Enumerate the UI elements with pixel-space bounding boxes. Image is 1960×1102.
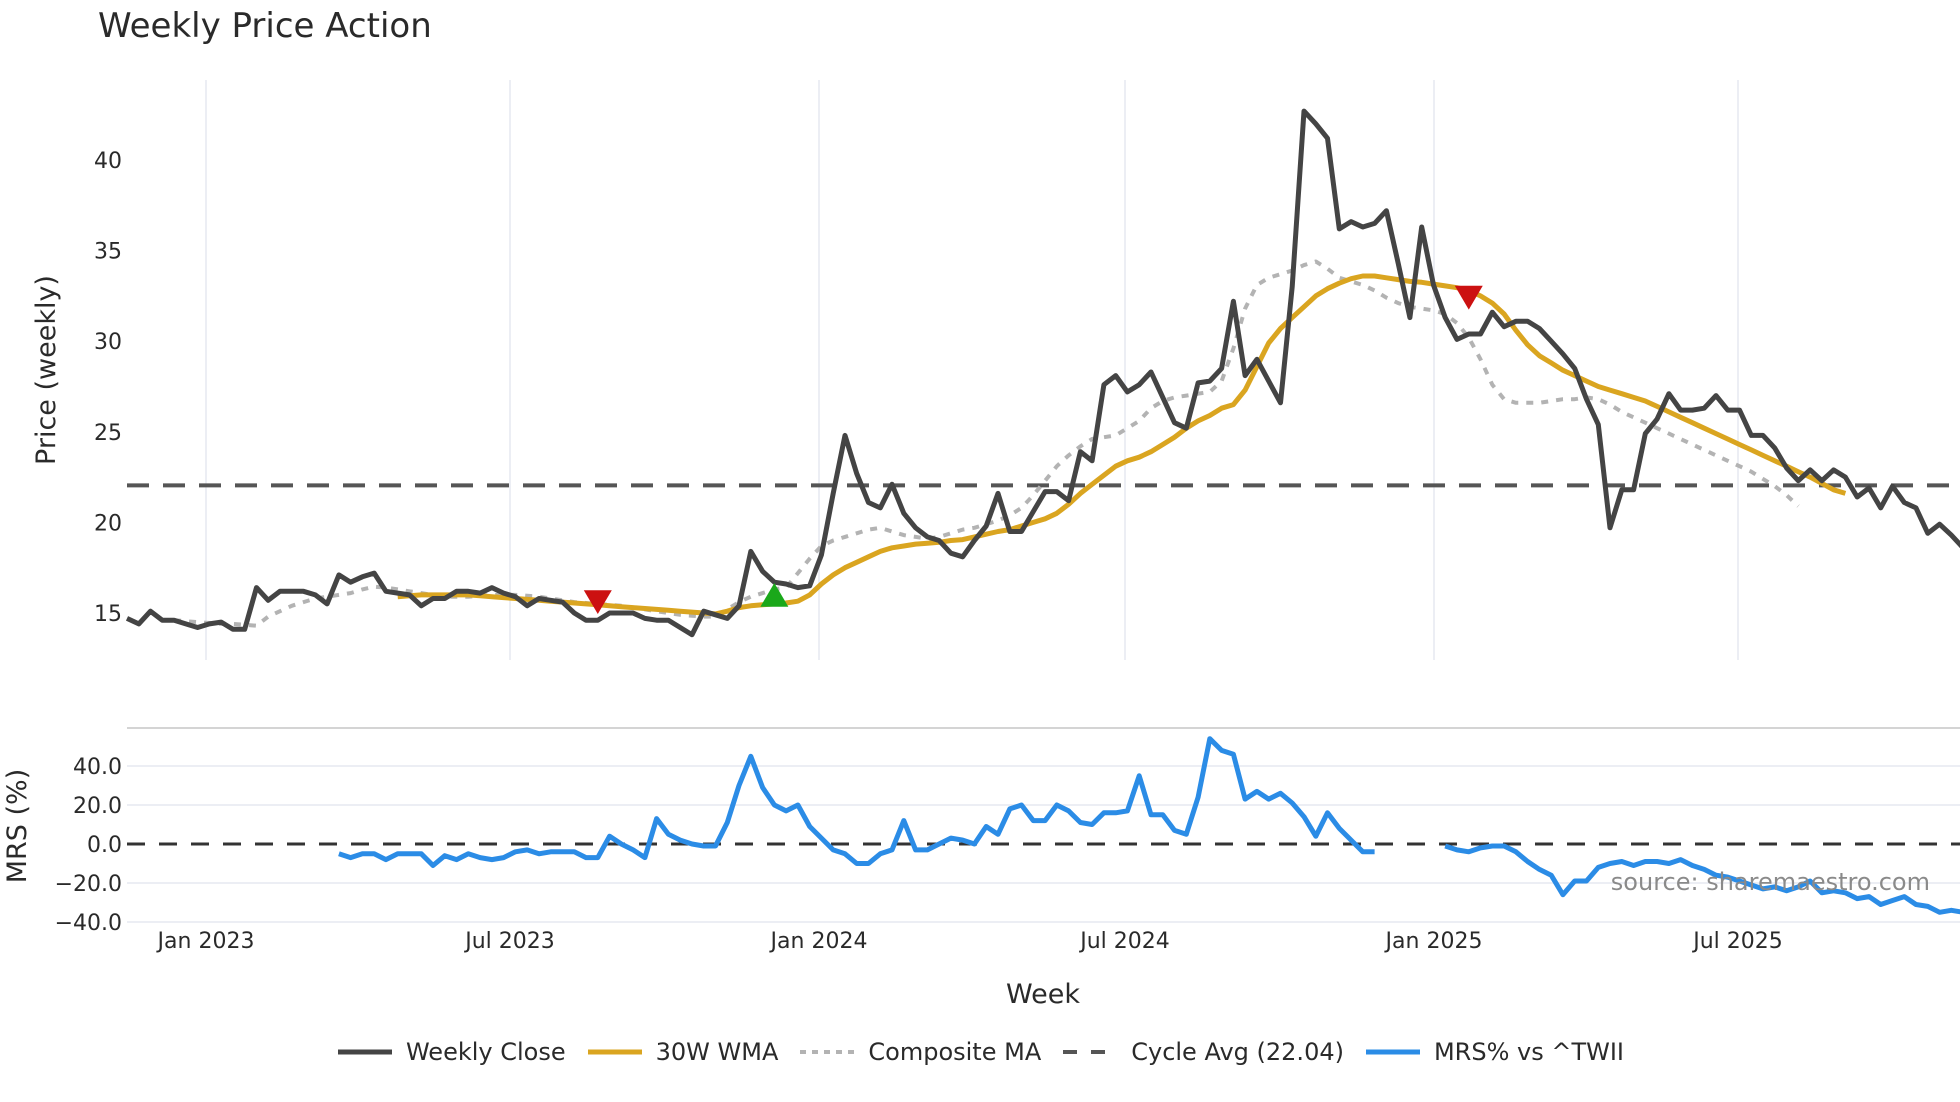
- sell-signal-marker: [583, 590, 612, 615]
- x-tick-label: Jan 2025: [1384, 929, 1483, 954]
- mrs-y-tick-label: 0.0: [87, 833, 122, 858]
- mrs-line: [338, 736, 1960, 915]
- close-swatch-icon: [337, 1049, 392, 1055]
- x-axis-title: Week: [1006, 979, 1080, 1010]
- price-y-ticks: 15 20 25 30 35 40: [94, 149, 122, 627]
- legend-item-close[interactable]: Weekly Close: [336, 1032, 566, 1072]
- mrs-y-tick-label: −40.0: [55, 911, 122, 936]
- buy-signal-marker: [760, 582, 789, 607]
- x-axis-ticks: Jan 2023 Jul 2023 Jan 2024 Jul 2024 Jan 2025…: [156, 929, 1783, 954]
- legend-label: Cycle Avg (22.04): [1131, 1038, 1344, 1066]
- mrs-line-segment: [1444, 843, 1960, 915]
- price-panel: 15 20 25 30 35 40 Price (weekly): [31, 80, 1960, 660]
- source-watermark: source: sharemaestro.com: [1611, 868, 1930, 896]
- x-tick-label: Jan 2024: [769, 929, 868, 954]
- legend: Weekly Close 30W WMA Composite MA Cycle Avg…: [0, 1032, 1960, 1072]
- x-tick-label: Jan 2023: [156, 929, 255, 954]
- price-y-tick-label: 15: [94, 602, 122, 627]
- cycle-swatch-icon: [1063, 1050, 1118, 1054]
- legend-label: Weekly Close: [405, 1038, 566, 1066]
- mrs-y-tick-label: 20.0: [73, 794, 122, 819]
- mrs-y-axis-title: MRS (%): [2, 769, 33, 884]
- price-y-tick-label: 20: [94, 511, 122, 536]
- legend-item-wma[interactable]: 30W WMA: [586, 1032, 779, 1072]
- price-y-tick-label: 35: [94, 240, 122, 265]
- price-y-tick-label: 40: [94, 149, 122, 174]
- mrs-line-segment: [338, 736, 1375, 868]
- legend-label: 30W WMA: [655, 1038, 779, 1066]
- composite-ma-line: [173, 259, 1800, 628]
- wma-swatch-icon: [587, 1049, 642, 1055]
- mrs-y-tick-label: −20.0: [55, 872, 122, 897]
- sell-signal-marker: [1454, 285, 1483, 310]
- legend-item-composite[interactable]: Composite MA: [798, 1032, 1041, 1072]
- mrs-panel: 40.0 20.0 0.0 −20.0 −40.0 MRS (%) source: sh…: [2, 727, 1960, 936]
- price-y-axis-title: Price (weekly): [31, 275, 62, 465]
- price-y-tick-label: 30: [94, 330, 122, 355]
- weekly-close-line: [125, 108, 1960, 638]
- mrs-y-tick-label: 40.0: [73, 755, 122, 780]
- price-y-tick-label: 25: [94, 421, 122, 446]
- legend-label: Composite MA: [868, 1038, 1042, 1066]
- mrs-horizontal-gridlines: [127, 765, 1960, 923]
- chart-title: Weekly Price Action: [98, 6, 432, 46]
- price-vertical-gridlines: [205, 80, 1739, 660]
- wma-30w-line: [397, 273, 1847, 617]
- legend-item-mrs[interactable]: MRS% vs ^TWII: [1364, 1032, 1624, 1072]
- composite-swatch-icon: [800, 1050, 855, 1054]
- mrs-swatch-icon: [1365, 1049, 1420, 1055]
- x-tick-label: Jul 2024: [1078, 929, 1170, 954]
- legend-label: MRS% vs ^TWII: [1433, 1038, 1625, 1066]
- x-tick-label: Jul 2025: [1691, 929, 1783, 954]
- signal-markers: [583, 285, 1483, 615]
- x-tick-label: Jul 2023: [463, 929, 555, 954]
- legend-item-cycle[interactable]: Cycle Avg (22.04): [1061, 1032, 1344, 1072]
- mrs-y-ticks: 40.0 20.0 0.0 −20.0 −40.0: [55, 755, 122, 936]
